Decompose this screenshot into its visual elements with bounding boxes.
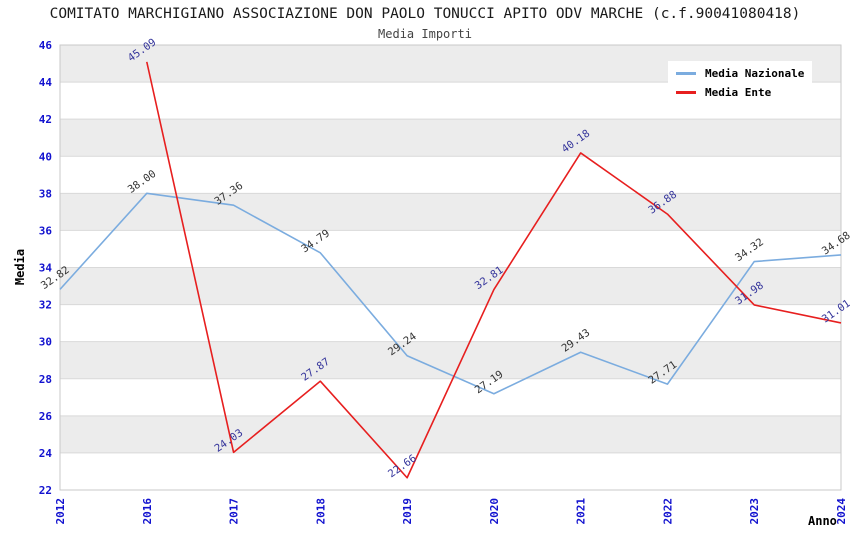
plot-band (60, 452, 841, 490)
legend-item-label: Media Ente (705, 86, 772, 99)
x-tick-label: 2022 (661, 498, 674, 525)
plot-band (60, 415, 841, 453)
y-tick-label: 22 (39, 484, 52, 497)
series-line-media-ente (145, 61, 842, 479)
x-tick-label: 2023 (748, 498, 761, 525)
chart-title: COMITATO MARCHIGIANO ASSOCIAZIONE DON PA… (49, 6, 801, 22)
y-tick-label: 44 (39, 76, 53, 89)
plot-band (60, 230, 841, 268)
legend-item-label: Media Nazionale (705, 67, 805, 80)
y-tick-label: 36 (39, 224, 53, 237)
y-tick-label: 42 (39, 113, 52, 126)
y-tick-label: 40 (39, 150, 52, 163)
series-line-media-nazionale (59, 192, 842, 395)
x-tick-label: 2021 (575, 498, 588, 525)
y-tick-label: 24 (39, 447, 53, 460)
x-tick-label: 2016 (141, 498, 154, 525)
x-tick-label: 2020 (488, 498, 501, 524)
plot-band (60, 119, 841, 157)
legend-line-swatch-icon (676, 72, 696, 75)
legend-item: Media Ente (676, 83, 804, 102)
legend-item: Media Nazionale (676, 64, 804, 83)
y-tick-label: 26 (39, 410, 53, 423)
plot-border (59, 44, 842, 491)
y-tick-label: 34 (39, 262, 53, 275)
plot-band (60, 156, 841, 194)
x-tick-label: 2012 (54, 498, 67, 525)
legend-line-swatch-icon (676, 91, 696, 94)
x-tick-label: 2017 (228, 498, 241, 525)
legend: Media Nazionale Media Ente (668, 61, 813, 107)
y-axis-title: Media (13, 248, 27, 286)
plot-band (60, 304, 841, 342)
x-tick-label: 2018 (314, 498, 327, 525)
y-tick-label: 32 (39, 299, 52, 312)
chart-subtitle: Media Importi (378, 27, 472, 41)
y-tick-label: 28 (39, 373, 52, 386)
x-tick-label: 2024 (835, 498, 848, 525)
y-tick-label: 46 (39, 39, 53, 52)
plot-band (60, 267, 841, 305)
x-axis-title: Anno (808, 514, 837, 528)
y-tick-label: 38 (39, 187, 52, 200)
x-tick-label: 2019 (401, 498, 414, 525)
y-tick-label: 30 (39, 336, 52, 349)
plot-band (60, 341, 841, 379)
